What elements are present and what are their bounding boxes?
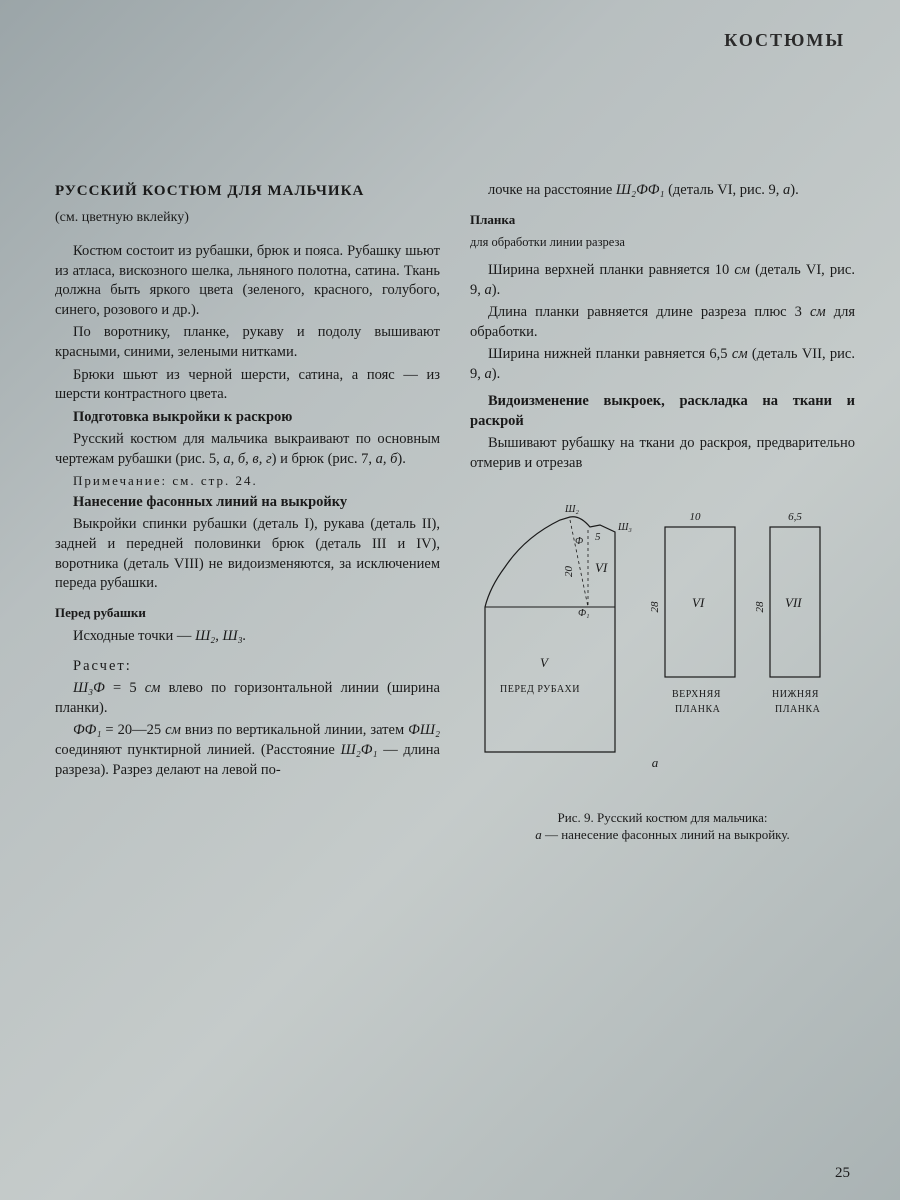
text: соединяют пунктирной линией. (Расстояние [55,742,341,758]
right-column: лочке на расстояние Ш₂ФФ₁ (деталь VI, ри… [470,181,855,843]
text: — нанесение фасонных линий на выкройку. [542,827,790,842]
label: Ф [575,536,583,547]
text-italic: см [165,722,181,738]
paragraph: Ш₃Ф = 5 см влево по горизонтальной линии… [55,679,440,718]
label: Ш₃ [617,522,632,533]
lower-placket: 6,5 28 VII НИЖНЯЯ ПЛАНКА [754,511,821,715]
text: Ширина верхней планки равняется 10 [488,262,734,278]
sub-heading: Планка [470,211,855,229]
text: Расчет: [73,658,132,674]
text-italic: Ш₃Ф [73,680,105,696]
note: Примечание: см. стр. 24. [55,472,440,490]
text-italic: а [485,366,492,382]
paragraph: Исходные точки — Ш₂, Ш₃. [55,627,440,647]
dimension: 20 [563,565,575,577]
label: ПЕРЕД РУБАХИ [500,684,580,695]
text: (деталь VI, рис. 9, [664,182,783,198]
caption-line: Рис. 9. Русский костюм для мальчика: [470,810,855,827]
text-italic: Ш₂ФФ₁ [616,182,665,198]
section-heading: Видоизменение выкроек, раскладка на ткан… [470,392,855,431]
figure-9: Ш₂ Ш₃ Ф 5 Ф₁ 20 VI V ПЕРЕД РУБАХИ 10 28 … [470,492,855,844]
text: ). [397,451,405,467]
text: ). [790,182,798,198]
text-italic: см [810,304,826,320]
pattern-diagram: Ш₂ Ш₃ Ф 5 Ф₁ 20 VI V ПЕРЕД РУБАХИ 10 28 … [470,492,850,802]
calc-label: Расчет: [55,657,440,677]
sub-label: а [652,755,659,770]
text: = 20—25 [101,722,165,738]
label: ПЛАНКА [675,704,721,715]
dimension: 10 [690,511,702,523]
text-italic: Ш₂, Ш₃. [195,628,246,644]
figure-caption: Рис. 9. Русский костюм для мальчика: а —… [470,810,855,844]
paragraph: Брюки шьют из черной шерсти, сатина, а п… [55,366,440,405]
label: НИЖНЯЯ [772,689,819,700]
label: VI [595,560,608,575]
paragraph: лочке на расстояние Ш₂ФФ₁ (деталь VI, ри… [470,181,855,201]
text: ). [492,366,500,382]
text-italic: а, б, в, г [223,451,271,467]
shirt-front-pattern: Ш₂ Ш₃ Ф 5 Ф₁ 20 VI V ПЕРЕД РУБАХИ [485,504,632,752]
text: Исходные точки — [73,628,195,644]
label: ВЕРХНЯЯ [672,689,721,700]
text-italic: а [485,282,492,298]
text: ) и брюк (рис. 7, [272,451,376,467]
paragraph: Длина планки равняется длине разреза плю… [470,303,855,342]
text: Длина планки равняется длине разреза плю… [488,304,810,320]
dimension: 6,5 [788,511,802,523]
paragraph: Костюм состоит из рубашки, брюк и пояса.… [55,242,440,320]
page-number: 25 [835,1165,850,1182]
section-heading: Подготовка выкройки к раскрою [55,408,440,428]
label: V [540,655,550,670]
note-text: Примечание: см. стр. 24. [73,473,258,488]
label: Ф₁ [578,608,590,619]
label: ПЛАНКА [775,704,821,715]
section-heading: Нанесение фасонных линий на выкройку [55,493,440,513]
text: лочке на расстояние [488,182,616,198]
dimension: 5 [595,531,601,543]
text: Ширина нижней планки равняется 6,5 [488,346,732,362]
paragraph: Выкройки спинки рубашки (деталь I), рука… [55,515,440,593]
text-italic: см [734,262,750,278]
sub-heading-line: для обработки линии разреза [470,234,855,251]
label: VII [785,595,802,610]
dimension: 28 [649,601,661,613]
paragraph: Ширина нижней планки равняется 6,5 см (д… [470,345,855,384]
paragraph: Вышивают рубашку на ткани до раскроя, пр… [470,434,855,473]
text-italic: см [145,680,161,696]
paragraph: ФФ₁ = 20—25 см вниз по вертикальной лини… [55,721,440,780]
text: ). [492,282,500,298]
caption-line: а — нанесение фасонных линий на выкройку… [470,827,855,844]
label: Ш₂ [564,504,579,515]
text-italic: ФФ₁ [73,722,101,738]
paragraph: По воротнику, планке, рукаву и подолу вы… [55,323,440,362]
text-italic: ФШ₂ [408,722,440,738]
paragraph: Ширина верхней планки равняется 10 см (д… [470,261,855,300]
text-italic: см [732,346,748,362]
dimension: 28 [754,601,766,613]
upper-placket: 10 28 VI ВЕРХНЯЯ ПЛАНКА [649,511,735,715]
article-subtitle: (см. цветную вклейку) [55,209,440,228]
text-italic: а, б [376,451,398,467]
sub-heading: Перед рубашки [55,604,440,622]
article-title: РУССКИЙ КОСТЮМ ДЛЯ МАЛЬЧИКА [55,181,440,201]
text-italic: Ш₂Ф₁ [341,742,378,758]
left-column: РУССКИЙ КОСТЮМ ДЛЯ МАЛЬЧИКА (см. цветную… [55,181,440,843]
text: = 5 [105,680,145,696]
label: VI [692,595,705,610]
paragraph: Русский костюм для мальчика выкраивают п… [55,430,440,469]
text-columns: РУССКИЙ КОСТЮМ ДЛЯ МАЛЬЧИКА (см. цветную… [55,181,855,843]
text: вниз по вертикальной линии, затем [181,722,408,738]
page-header: КОСТЮМЫ [55,30,855,51]
